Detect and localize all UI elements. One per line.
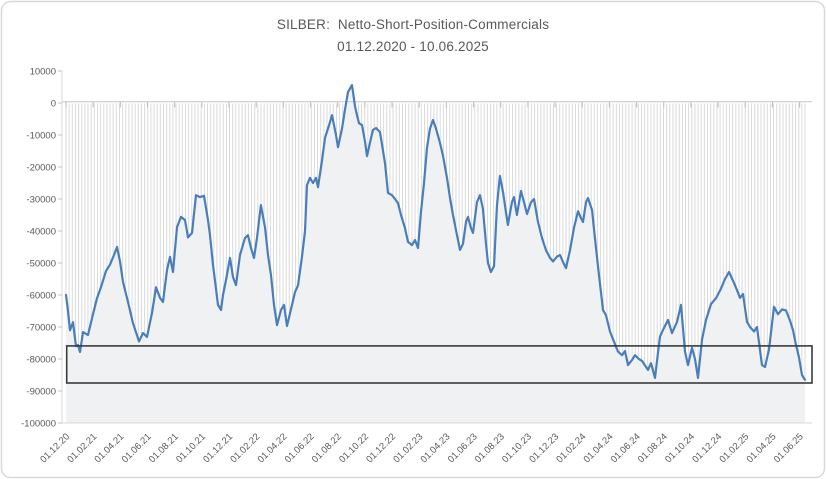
svg-text:-90000: -90000 — [26, 386, 56, 397]
x-axis-ticks — [65, 102, 801, 108]
chart-title: SILBER: Netto-Short-Position-Commercials — [276, 17, 550, 32]
x-axis-labels: 01.12.2001.02.2101.04.2101.06.2101.08.21… — [38, 431, 806, 465]
under-curve-area — [66, 85, 805, 423]
svg-text:10000: 10000 — [30, 66, 56, 77]
svg-text:-30000: -30000 — [26, 194, 56, 205]
svg-text:-10000: -10000 — [26, 130, 56, 141]
svg-text:-60000: -60000 — [26, 290, 56, 301]
svg-text:-50000: -50000 — [26, 258, 56, 269]
svg-text:-20000: -20000 — [26, 162, 56, 173]
svg-text:-40000: -40000 — [26, 226, 56, 237]
y-axis-labels: 10000 0 -10000 -20000 -30000 -40000 -50000 -600… — [21, 66, 56, 429]
svg-text:-100000: -100000 — [21, 418, 56, 429]
chart-subtitle: 01.12.2020 - 10.06.2025 — [337, 39, 489, 54]
weekly-drop-lines — [65, 103, 806, 380]
svg-text:-70000: -70000 — [26, 322, 56, 333]
svg-text:0: 0 — [51, 98, 56, 109]
svg-text:01.06.25: 01.06.25 — [772, 431, 806, 465]
commercials-series-line — [64, 84, 807, 381]
y-axis-ticks — [58, 70, 62, 424]
svg-text:-80000: -80000 — [26, 354, 56, 365]
highlight-box — [65, 345, 813, 384]
